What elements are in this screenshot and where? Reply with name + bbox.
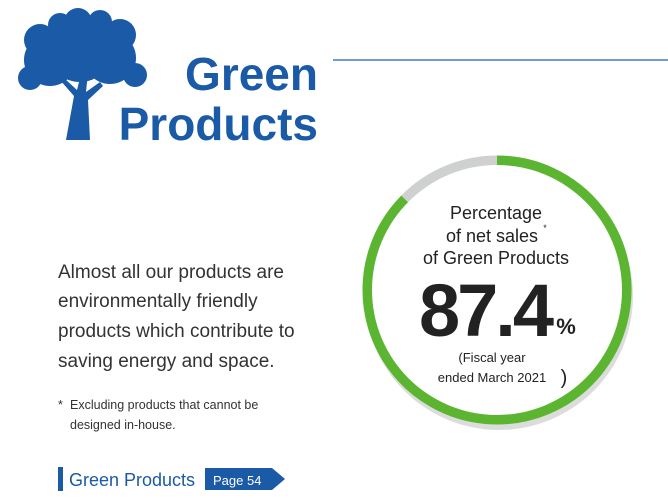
body-line: environmentally friendly — [58, 291, 258, 312]
footnote-line: designed in-house. — [70, 418, 176, 432]
donut-value: 87.4 — [419, 269, 554, 352]
footnote-marker: * — [58, 398, 63, 412]
caption-line: of Green Products — [423, 248, 569, 268]
body-line: saving energy and space. — [58, 351, 275, 372]
body-line: products which contribute to — [58, 321, 295, 342]
note-line: (Fiscal year — [458, 350, 526, 365]
caption-marker: * — [543, 223, 547, 233]
note-close: ) — [561, 367, 568, 389]
page: Green Products Almost all our products a… — [0, 0, 668, 493]
title: Green — [185, 48, 318, 100]
link-label[interactable]: Green Products — [69, 470, 195, 490]
note-line: ended March 2021 — [438, 370, 546, 385]
caption-line: Percentage — [450, 203, 542, 223]
body-text: Almost all our products are environmenta… — [58, 262, 295, 372]
caption-line: of net sales — [446, 226, 538, 246]
link-page[interactable]: Page 54 — [213, 473, 261, 488]
body-line: Almost all our products are — [58, 262, 284, 283]
footnote-line: Excluding products that cannot be — [70, 398, 258, 412]
title: Products — [119, 98, 318, 150]
donut-unit: % — [556, 314, 576, 339]
link-bar — [58, 467, 63, 491]
footnote: * Excluding products that cannot be desi… — [58, 398, 258, 432]
page-link[interactable]: Green Products Page 54 — [58, 467, 285, 491]
